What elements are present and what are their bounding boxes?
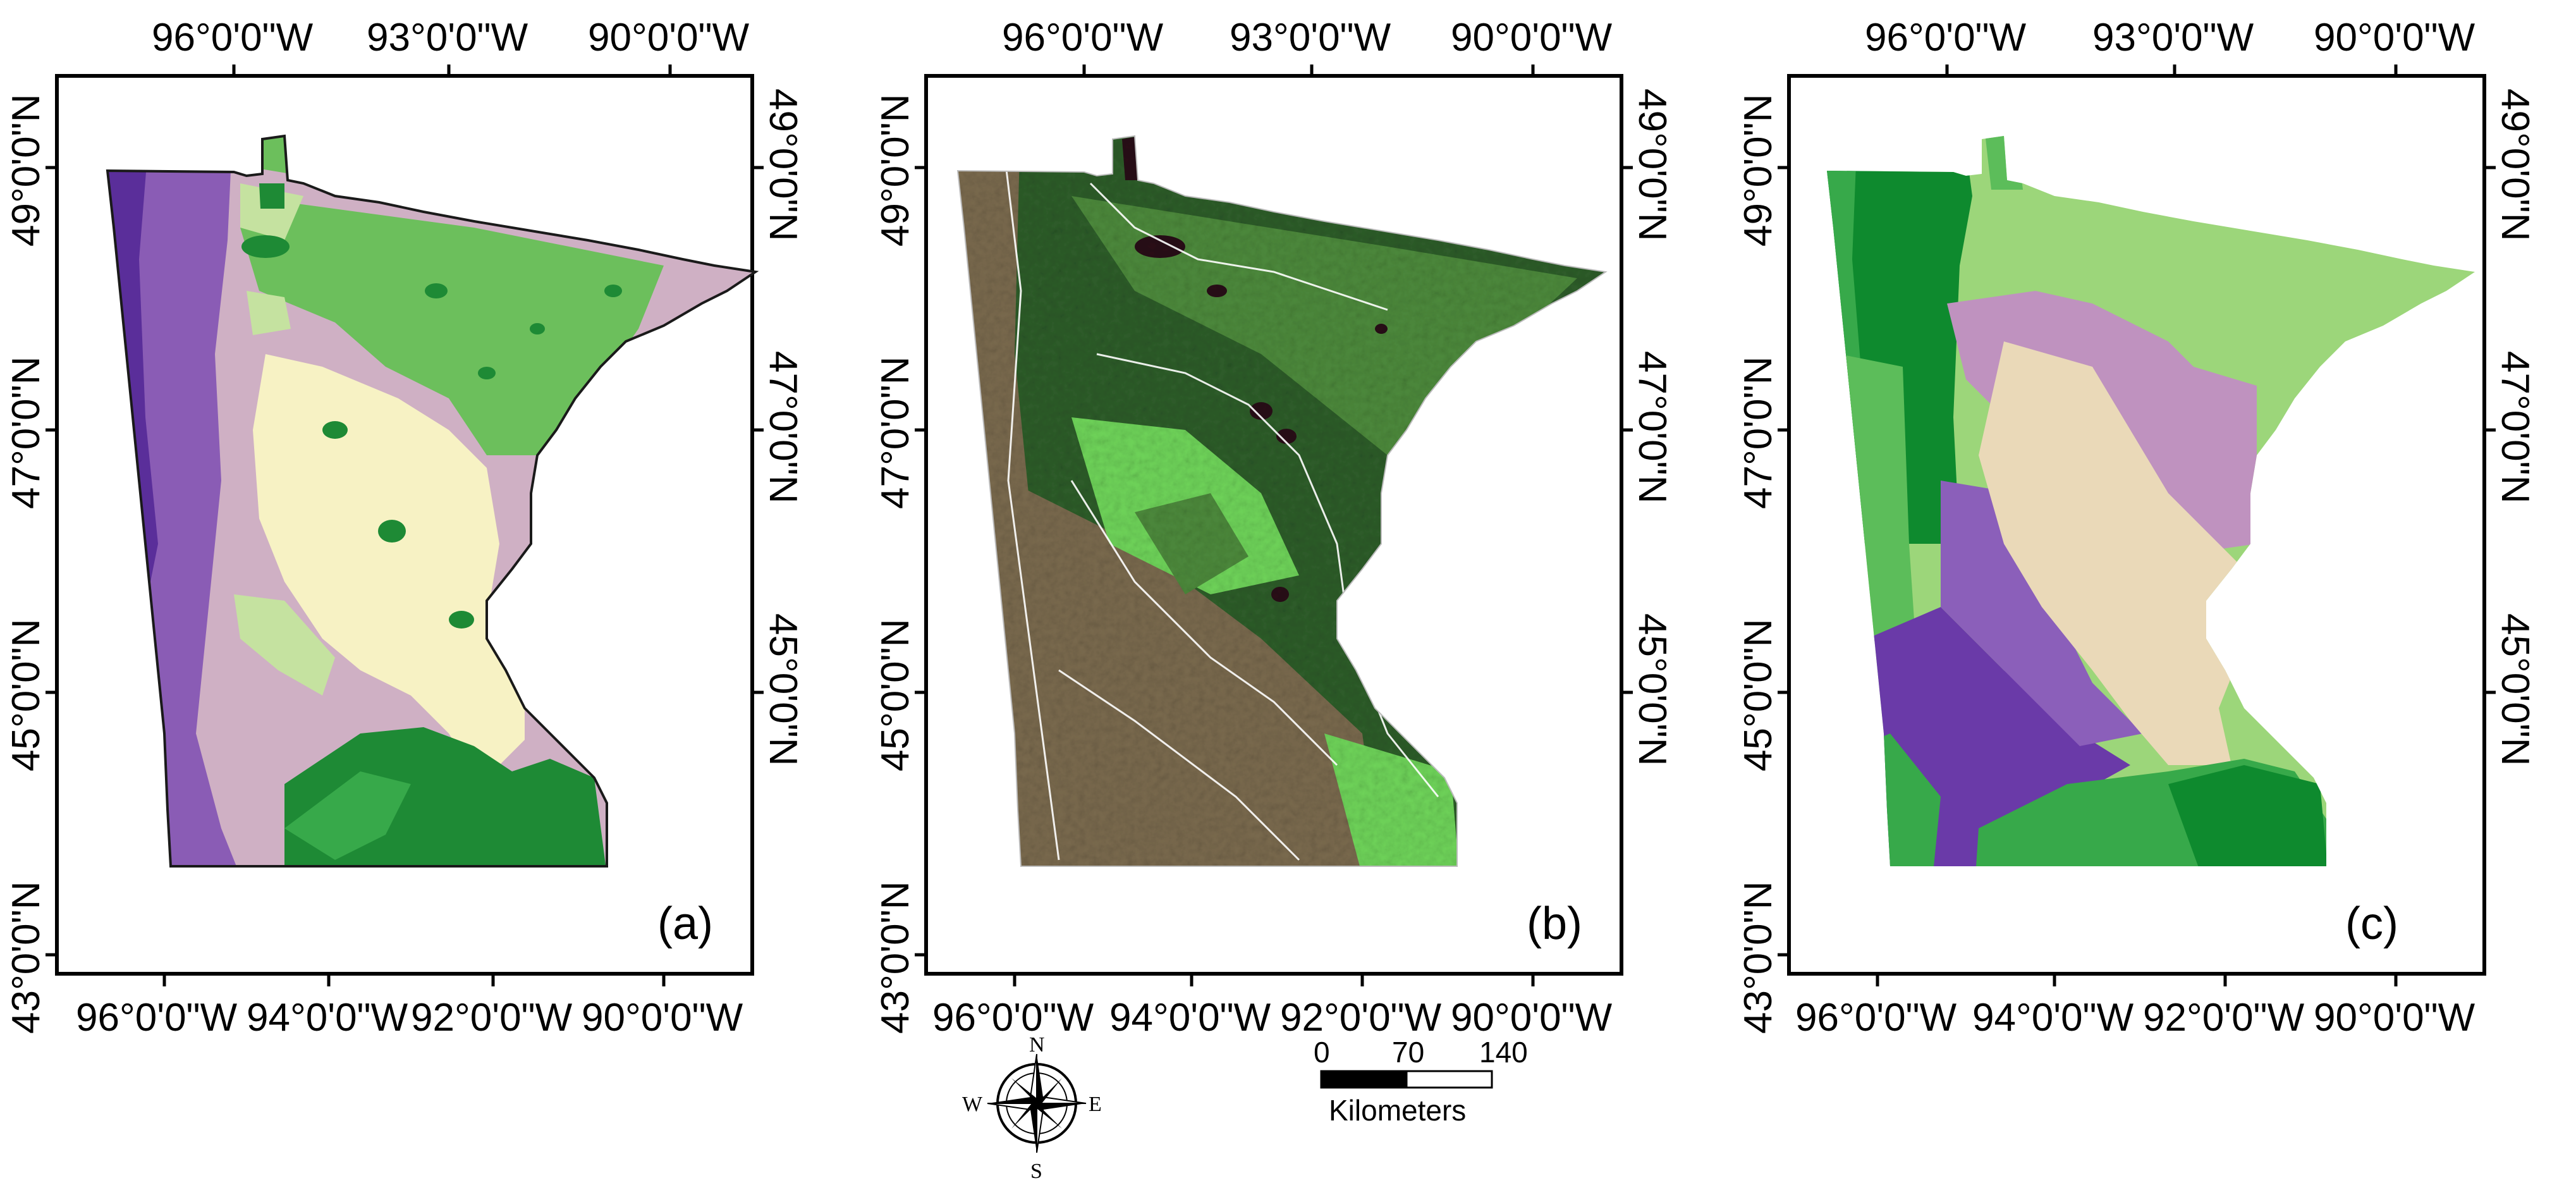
top-tick-label: 96°0'0"W <box>152 16 314 59</box>
scale-segment-black <box>1320 1070 1408 1089</box>
top-tick-label: 90°0'0"W <box>1451 16 1613 59</box>
panel-b: 96°0'0"W 93°0'0"W 90°0'0"W 96°0'0"W 94°0… <box>874 16 1674 1040</box>
top-tick-label: 93°0'0"W <box>1230 16 1391 59</box>
left-tick-label: 49°0'0"N <box>4 94 48 247</box>
ecoregion-map-a <box>106 135 757 868</box>
bottom-axis-c: 96°0'0"W 94°0'0"W 92°0'0"W 90°0'0"W <box>1795 974 2475 1040</box>
top-tick-label: 96°0'0"W <box>1865 16 2027 59</box>
right-axis-a: 49°0'0"N 47°0'0"N 45°0'0"N <box>752 89 805 766</box>
scale-tick-label: 0 <box>1314 1036 1330 1069</box>
left-tick-label: 43°0'0"N <box>4 881 48 1034</box>
bottom-axis-b: 96°0'0"W 94°0'0"W 92°0'0"W 90°0'0"W <box>932 974 1613 1040</box>
panel-label-b: (b) <box>1527 899 1582 949</box>
compass-east-label: E <box>1089 1093 1102 1116</box>
panel-label-c: (c) <box>2345 899 2398 949</box>
scale-unit-label: Kilometers <box>1329 1094 1466 1127</box>
left-tick-label: 47°0'0"N <box>4 357 48 509</box>
right-axis-c: 49°0'0"N 47°0'0"N 45°0'0"N <box>2484 89 2537 766</box>
left-tick-label: 47°0'0"N <box>874 357 917 509</box>
left-tick-label: 43°0'0"N <box>874 881 917 1034</box>
bottom-tick-label: 96°0'0"W <box>932 996 1094 1040</box>
left-tick-label: 45°0'0"N <box>874 619 917 771</box>
top-tick-label: 90°0'0"W <box>588 16 750 59</box>
bottom-tick-label: 94°0'0"W <box>1972 996 2134 1040</box>
compass-west-label: W <box>962 1093 983 1116</box>
panel-a: 96°0'0"W 93°0'0"W 90°0'0"W 96°0'0"W 94°0… <box>4 16 805 1040</box>
top-tick-label: 93°0'0"W <box>2092 16 2254 59</box>
top-tick-label: 93°0'0"W <box>367 16 528 59</box>
right-axis-b: 49°0'0"N 47°0'0"N 45°0'0"N <box>1621 89 1674 766</box>
bottom-tick-label: 92°0'0"W <box>2143 996 2305 1040</box>
bottom-axis-a: 96°0'0"W 94°0'0"W 92°0'0"W 90°0'0"W <box>76 974 743 1040</box>
compass-north-label: N <box>1029 1033 1045 1057</box>
left-axis-a: 49°0'0"N 47°0'0"N 45°0'0"N 43°0'0"N <box>4 94 57 1034</box>
scale-segment-white <box>1405 1070 1493 1089</box>
top-tick-label: 96°0'0"W <box>1002 16 1164 59</box>
bottom-tick-label: 92°0'0"W <box>411 996 573 1040</box>
compass-rose: N S E W <box>962 1033 1102 1183</box>
top-axis-a: 96°0'0"W 93°0'0"W 90°0'0"W <box>152 16 750 76</box>
bottom-tick-label: 92°0'0"W <box>1280 996 1442 1040</box>
right-tick-label: 45°0'0"N <box>1630 613 1674 766</box>
right-tick-label: 49°0'0"N <box>761 89 805 241</box>
panel-label-a: (a) <box>657 899 713 949</box>
bottom-tick-label: 94°0'0"W <box>247 996 408 1040</box>
left-axis-c: 49°0'0"N 47°0'0"N 45°0'0"N 43°0'0"N <box>1737 94 1789 1034</box>
left-axis-b: 49°0'0"N 47°0'0"N 45°0'0"N 43°0'0"N <box>874 94 926 1034</box>
scale-tick-label: 140 <box>1479 1036 1528 1069</box>
bottom-tick-label: 90°0'0"W <box>2314 996 2475 1040</box>
left-tick-label: 49°0'0"N <box>874 94 917 247</box>
left-tick-label: 43°0'0"N <box>1737 881 1780 1034</box>
right-tick-label: 49°0'0"N <box>2493 89 2537 241</box>
top-axis-b: 96°0'0"W 93°0'0"W 90°0'0"W <box>1002 16 1613 76</box>
scale-bar: 0 70 140 Kilometers <box>1314 1036 1528 1127</box>
left-tick-label: 47°0'0"N <box>1737 357 1780 509</box>
compass-star-icon <box>987 1053 1087 1153</box>
top-axis-c: 96°0'0"W 93°0'0"W 90°0'0"W <box>1865 16 2475 76</box>
left-tick-label: 45°0'0"N <box>1737 619 1780 771</box>
bottom-tick-label: 96°0'0"W <box>76 996 238 1040</box>
compass-south-label: S <box>1030 1160 1042 1183</box>
right-tick-label: 49°0'0"N <box>1630 89 1674 241</box>
scale-tick-label: 70 <box>1392 1036 1424 1069</box>
right-tick-label: 45°0'0"N <box>761 613 805 766</box>
bottom-tick-label: 94°0'0"W <box>1109 996 1271 1040</box>
right-tick-label: 47°0'0"N <box>1630 351 1674 503</box>
right-tick-label: 47°0'0"N <box>761 351 805 503</box>
bottom-tick-label: 90°0'0"W <box>582 996 743 1040</box>
left-tick-label: 45°0'0"N <box>4 619 48 771</box>
right-tick-label: 47°0'0"N <box>2493 351 2537 503</box>
top-tick-label: 90°0'0"W <box>2314 16 2475 59</box>
bottom-tick-label: 96°0'0"W <box>1795 996 1957 1040</box>
left-tick-label: 49°0'0"N <box>1737 94 1780 247</box>
panel-c: 96°0'0"W 93°0'0"W 90°0'0"W 96°0'0"W 94°0… <box>1737 16 2537 1040</box>
right-tick-label: 45°0'0"N <box>2493 613 2537 766</box>
bottom-tick-label: 90°0'0"W <box>1451 996 1613 1040</box>
